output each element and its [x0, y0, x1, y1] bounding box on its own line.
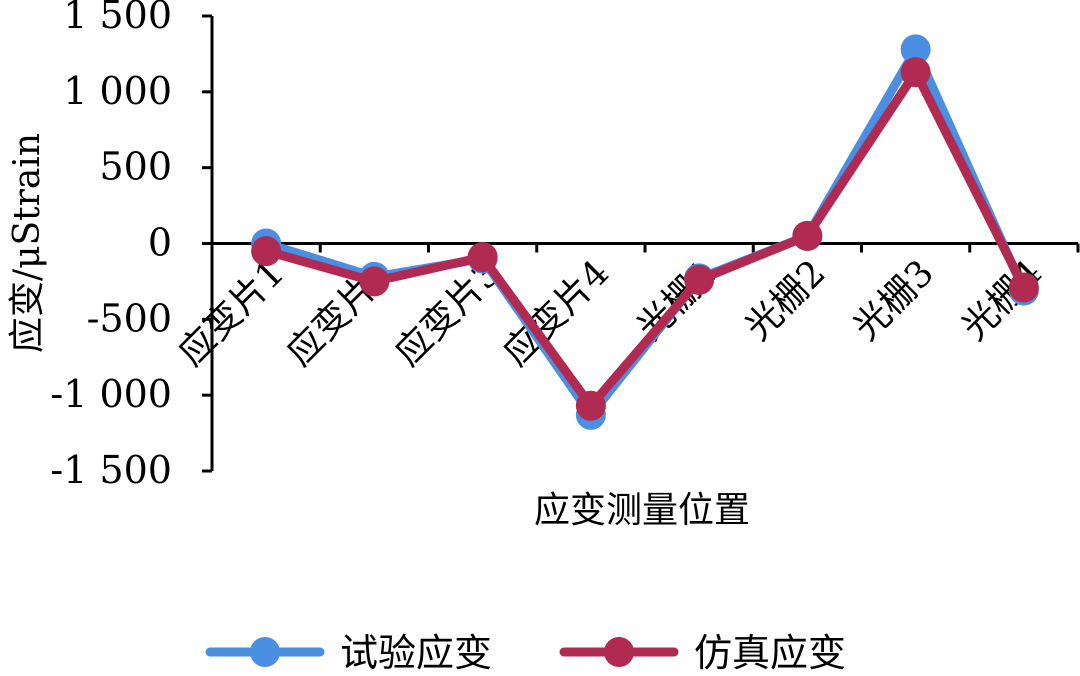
data-point — [900, 34, 931, 65]
series-line — [261, 67, 1029, 411]
legend-swatch-marker — [604, 637, 634, 667]
data-point — [792, 220, 823, 251]
x-tick-label: 光栅4 — [954, 252, 1050, 348]
series-layer — [251, 34, 1039, 430]
legend-item: 仿真应变 — [559, 631, 846, 675]
y-tick-label: 500 — [99, 145, 172, 189]
data-point — [900, 57, 931, 88]
data-point — [467, 242, 498, 273]
x-axis-label: 应变测量位置 — [534, 490, 750, 531]
legend: 试验应变 仿真应变 — [205, 631, 846, 675]
y-ticks: 1 500 1 000 500 0 -500 -1 000 -1 500 — [50, 0, 212, 492]
legend-item: 试验应变 — [205, 631, 492, 675]
y-axis-label: 应变/μStrain — [7, 133, 48, 353]
data-point — [684, 264, 715, 295]
data-point — [251, 236, 282, 267]
legend-label: 试验应变 — [340, 631, 492, 672]
data-point — [575, 390, 606, 421]
y-tick-label: -1 000 — [50, 372, 172, 416]
y-tick-label: 1 500 — [63, 0, 172, 37]
y-tick-label: 0 — [148, 221, 172, 265]
y-tick-label: -500 — [87, 296, 172, 340]
data-point — [1008, 272, 1039, 303]
y-tick-label: -1 500 — [50, 448, 172, 492]
x-tick-label: 光栅3 — [846, 252, 942, 348]
x-tick-label: 应变片1 — [171, 252, 293, 374]
series-1 — [251, 34, 1039, 430]
series-line — [261, 44, 1029, 420]
series-2 — [251, 57, 1039, 421]
legend-label: 仿真应变 — [694, 631, 846, 672]
legend-swatch-marker — [250, 637, 280, 667]
data-point — [359, 266, 390, 297]
x-tick-label: 光栅2 — [738, 252, 834, 348]
y-tick-label: 1 000 — [63, 69, 172, 113]
